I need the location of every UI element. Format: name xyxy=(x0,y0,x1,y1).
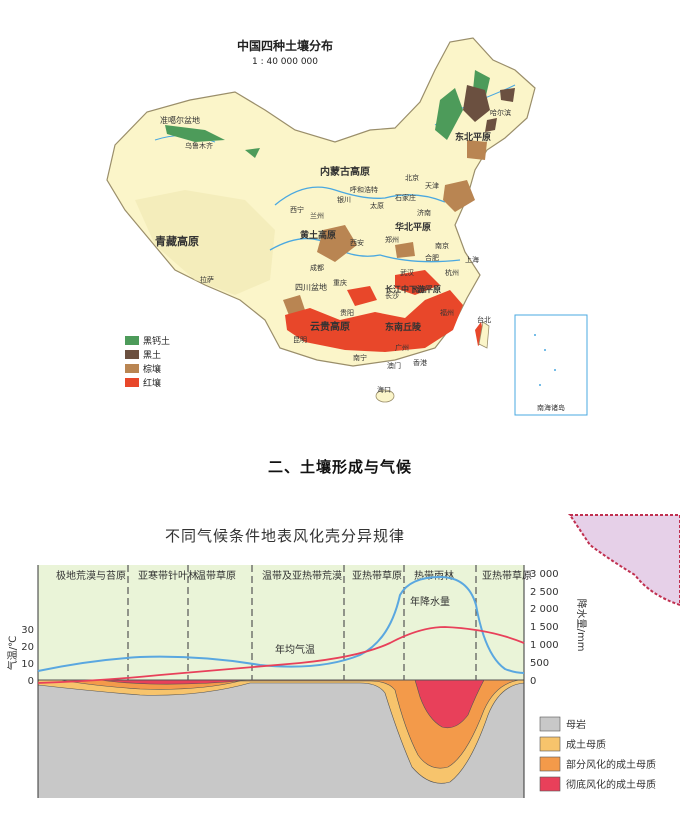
region-label: 黄土高原 xyxy=(300,229,336,241)
region-label: 准噶尔盆地 xyxy=(160,115,200,125)
city-label: 济南 xyxy=(417,208,431,217)
left-tick-label: 10 xyxy=(21,659,34,670)
region-label: 长江中下游平原 xyxy=(385,284,441,294)
zone-label: 温带草原 xyxy=(196,570,236,582)
temp-curve-label: 年均气温 xyxy=(275,643,315,656)
city-label: 北京 xyxy=(405,173,419,182)
city-label: 长沙 xyxy=(385,291,399,300)
diagram-legend-label: 成土母质 xyxy=(566,738,606,751)
city-label: 天津 xyxy=(425,182,439,190)
region-label: 青藏高原 xyxy=(155,234,199,248)
map-legend: 黑钙土 黑土 棕壤 红壤 xyxy=(125,335,170,389)
map-legend-label: 红壤 xyxy=(143,377,161,389)
right-tick-label: 0 xyxy=(530,676,536,687)
city-label: 上海 xyxy=(465,255,479,264)
city-label: 香港 xyxy=(413,358,427,367)
zone-label: 亚寒带针叶林 xyxy=(138,569,198,582)
diagram-title: 不同气候条件地表风化壳分异规律 xyxy=(165,527,405,545)
diagram-legend-label: 母岩 xyxy=(566,718,586,731)
right-tick-label: 2 000 xyxy=(530,604,559,615)
city-label: 银川 xyxy=(337,195,351,204)
right-tick-label: 500 xyxy=(530,658,549,669)
zone-label: 亚热带草原 xyxy=(482,569,532,582)
map-legend-label: 黑土 xyxy=(143,349,161,361)
map-legend-label: 黑钙土 xyxy=(143,335,170,347)
map-scale: 1 : 40 000 000 xyxy=(252,57,318,67)
city-label: 石家庄 xyxy=(395,193,416,202)
diagram-legend-label: 部分风化的成土母质 xyxy=(566,758,656,771)
region-label: 四川盆地 xyxy=(295,282,327,292)
city-label: 杭州 xyxy=(445,268,459,277)
city-label: 合肥 xyxy=(425,253,439,262)
city-label: 成都 xyxy=(310,263,324,272)
city-label: 太原 xyxy=(370,201,384,210)
right-axis-label: 降水量/mm xyxy=(575,599,588,652)
zone-label: 亚热带草原 xyxy=(352,569,402,582)
city-label: 拉萨 xyxy=(200,275,214,284)
temp-curve xyxy=(37,626,525,684)
left-tick-label: 30 xyxy=(21,625,34,636)
precip-curve-label: 年降水量 xyxy=(410,595,450,608)
city-label: 乌鲁木齐 xyxy=(185,141,213,150)
city-label: 海口 xyxy=(377,385,391,394)
diagram-legend-label: 彻底风化的成土母质 xyxy=(566,778,656,791)
left-tick-label: 20 xyxy=(21,642,34,653)
diagram-legend: 母岩 成土母质 部分风化的成土母质 彻底风化的成土母质 xyxy=(539,716,656,792)
city-label: 南宁 xyxy=(353,353,367,362)
region-label: 东北平原 xyxy=(455,131,491,143)
section-heading: 二、土壤形成与气候 xyxy=(267,458,412,476)
city-label: 重庆 xyxy=(333,278,347,287)
city-label: 广州 xyxy=(395,343,409,352)
partial-weathered xyxy=(59,679,521,769)
city-label: 哈尔滨 xyxy=(490,108,511,117)
city-label: 澳门 xyxy=(387,361,401,370)
precip-curve xyxy=(37,575,525,674)
city-label: 贵阳 xyxy=(340,308,354,317)
right-tick-label: 2 500 xyxy=(530,587,559,598)
right-tick-label: 1 500 xyxy=(530,622,559,633)
city-label: 呼和浩特 xyxy=(350,185,378,194)
left-tick-label: 0 xyxy=(28,676,34,687)
city-label: 西安 xyxy=(350,238,364,247)
inset-label: 南海诸岛 xyxy=(537,403,565,412)
city-label: 南京 xyxy=(435,241,449,250)
city-label: 南昌 xyxy=(413,285,427,294)
left-axis-label: 气温/℃ xyxy=(6,636,19,671)
city-label: 武汉 xyxy=(400,268,414,277)
right-tick-label: 1 000 xyxy=(530,640,559,651)
city-label: 福州 xyxy=(440,308,454,317)
map-corner xyxy=(568,514,680,607)
soil-distribution-map: 南海诸岛 中国四种土壤分布 1 : 40 000 000 准噶尔盆地 内蒙古高原… xyxy=(95,30,591,422)
region-label: 内蒙古高原 xyxy=(320,165,370,178)
map-title: 中国四种土壤分布 xyxy=(237,38,333,53)
zone-label: 极地荒漠与苔原 xyxy=(56,569,126,582)
city-label: 兰州 xyxy=(310,211,324,220)
map-legend-label: 棕壤 xyxy=(143,363,161,375)
zone-label: 温带及亚热带荒漠 xyxy=(262,569,342,582)
city-label: 昆明 xyxy=(293,336,307,344)
weathering-crust-diagram: 不同气候条件地表风化壳分异规律 极地荒漠与苔原 亚寒带针叶林 温带草原 温带及亚… xyxy=(0,505,680,829)
region-label: 华北平原 xyxy=(395,221,431,233)
region-label: 东南丘陵 xyxy=(385,321,422,333)
right-tick-label: 3 000 xyxy=(530,569,559,580)
region-label: 云贵高原 xyxy=(310,320,350,333)
complete-weathered xyxy=(99,679,485,729)
city-label: 台北 xyxy=(477,315,491,324)
city-label: 西宁 xyxy=(290,205,304,214)
city-label: 郑州 xyxy=(385,236,399,244)
